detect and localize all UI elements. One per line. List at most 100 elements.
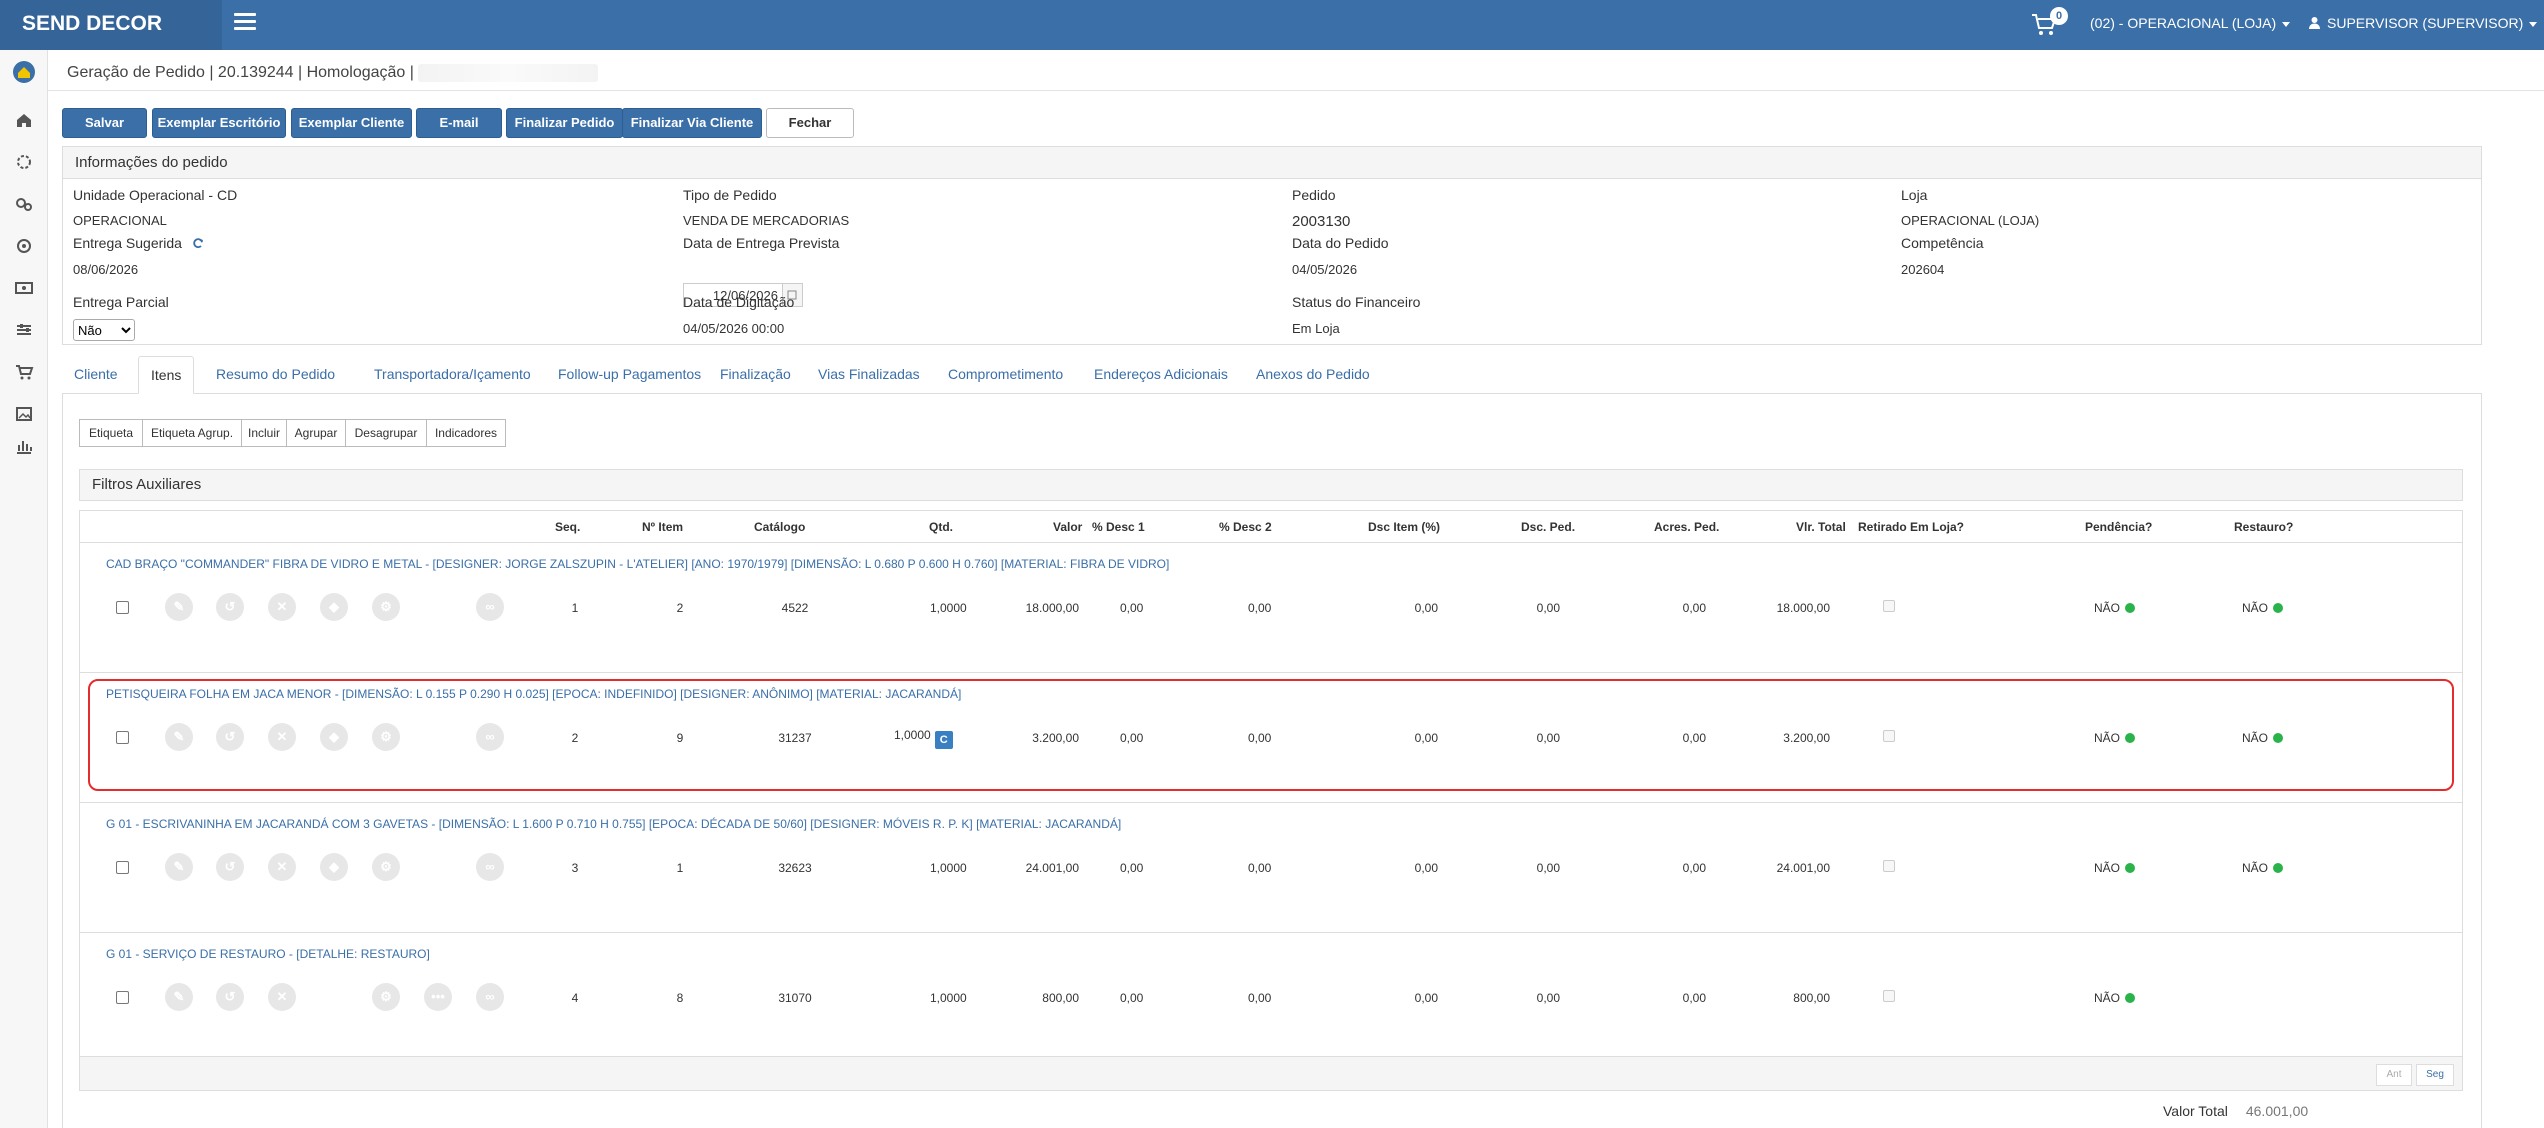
settings-icon[interactable]: ⚙ — [372, 983, 400, 1011]
remove-icon[interactable]: ✕ — [268, 723, 296, 751]
tab-comprometimento[interactable]: Comprometimento — [948, 366, 1064, 382]
exemplar-cliente-button[interactable]: Exemplar Cliente — [291, 108, 412, 138]
link-icon[interactable]: ∞ — [476, 983, 504, 1011]
link-icon[interactable]: ∞ — [476, 723, 504, 751]
entrega-prevista-input[interactable] — [683, 283, 783, 307]
money-icon[interactable] — [14, 278, 34, 298]
history-icon[interactable]: ↺ — [216, 853, 244, 881]
agrupar-button[interactable]: Agrupar — [286, 419, 346, 447]
finalizar-pedido-button[interactable]: Finalizar Pedido — [506, 108, 623, 138]
status-dot-icon — [2273, 863, 2284, 873]
settings-icon[interactable]: ⚙ — [372, 723, 400, 751]
table-row: PETISQUEIRA FOLHA EM JACA MENOR - [DIMEN… — [80, 673, 2462, 803]
row-checkbox[interactable] — [116, 731, 129, 744]
remove-icon[interactable]: ✕ — [268, 853, 296, 881]
qtd-text: 1,0000 — [894, 728, 931, 742]
col-pendencia[interactable]: Pendência? — [2085, 520, 2153, 534]
auxiliary-filters[interactable]: Filtros Auxiliares — [79, 469, 2463, 501]
c-badge[interactable]: C — [934, 731, 953, 749]
tag-icon[interactable]: ◆ — [320, 853, 348, 881]
retirado-checkbox[interactable] — [1883, 730, 1895, 742]
col-acres-ped[interactable]: Acres. Ped. — [1654, 520, 1720, 534]
remove-icon[interactable]: ✕ — [268, 983, 296, 1011]
store-selector[interactable]: (02) - OPERACIONAL (LOJA) — [2090, 15, 2291, 31]
etiqueta-agrup-button[interactable]: Etiqueta Agrup. — [142, 419, 242, 447]
calendar-icon[interactable] — [783, 283, 803, 307]
tab-itens[interactable]: Itens — [138, 356, 195, 394]
col-dsc-item[interactable]: Dsc Item (%) — [1368, 520, 1441, 534]
edit-icon[interactable]: ✎ — [165, 593, 193, 621]
incluir-button[interactable]: Incluir — [241, 419, 287, 447]
indicadores-button[interactable]: Indicadores — [426, 419, 506, 447]
retirado-checkbox[interactable] — [1883, 600, 1895, 612]
edit-icon[interactable]: ✎ — [165, 723, 193, 751]
tab-finalizacao[interactable]: Finalização — [720, 366, 791, 382]
user-menu[interactable]: SUPERVISOR (SUPERVISOR) — [2308, 15, 2538, 31]
settings-icon[interactable]: ⚙ — [372, 593, 400, 621]
col-catalogo[interactable]: Catálogo — [754, 520, 806, 534]
col-qtd[interactable]: Qtd. — [929, 520, 953, 534]
etiqueta-button[interactable]: Etiqueta — [79, 419, 143, 447]
col-vlr-total[interactable]: Vlr. Total — [1796, 520, 1846, 534]
prev-page-button[interactable]: Ant — [2376, 1064, 2412, 1086]
tab-enderecos[interactable]: Endereços Adicionais — [1094, 366, 1228, 382]
settings-icon[interactable]: ⚙ — [372, 853, 400, 881]
refresh-icon[interactable] — [192, 237, 204, 249]
next-page-button[interactable]: Seg — [2416, 1064, 2454, 1086]
col-item[interactable]: Nº Item — [642, 520, 684, 534]
sliders-icon[interactable] — [14, 320, 34, 340]
dsc-ped-cell: 0,00 — [1536, 861, 1560, 875]
tab-transportadora[interactable]: Transportadora/Içamento — [374, 366, 531, 382]
col-restauro[interactable]: Restauro? — [2234, 520, 2294, 534]
col-desc2[interactable]: % Desc 2 — [1219, 520, 1272, 534]
menu-toggle-icon[interactable] — [234, 13, 256, 31]
valor-total-label: Valor Total — [2163, 1103, 2228, 1119]
link-icon[interactable]: ∞ — [476, 593, 504, 621]
edit-icon[interactable]: ✎ — [165, 853, 193, 881]
fechar-button[interactable]: Fechar — [766, 108, 854, 138]
remove-icon[interactable]: ✕ — [268, 593, 296, 621]
logo-icon[interactable] — [12, 60, 36, 84]
more-icon[interactable]: ••• — [424, 983, 452, 1011]
row-checkbox[interactable] — [116, 601, 129, 614]
financeiro-label: Status do Financeiro — [1292, 294, 1421, 310]
tab-vias-finalizadas[interactable]: Vias Finalizadas — [818, 366, 920, 382]
history-icon[interactable]: ↺ — [216, 593, 244, 621]
edit-icon[interactable]: ✎ — [165, 983, 193, 1011]
email-button[interactable]: E-mail — [416, 108, 502, 138]
tag-icon[interactable]: ◆ — [320, 593, 348, 621]
tab-follow-up[interactable]: Follow-up Pagamentos — [558, 366, 702, 382]
row-checkbox[interactable] — [116, 991, 129, 1004]
col-valor[interactable]: Valor — [1053, 520, 1083, 534]
save-button[interactable]: Salvar — [62, 108, 147, 138]
col-seq[interactable]: Seq. — [555, 520, 581, 534]
exemplar-escritorio-button[interactable]: Exemplar Escritório — [152, 108, 286, 138]
home-icon[interactable] — [14, 110, 34, 130]
tab-cliente[interactable]: Cliente — [74, 366, 118, 382]
cart-icon[interactable] — [14, 362, 34, 382]
tab-anexos[interactable]: Anexos do Pedido — [1256, 366, 1370, 382]
link-icon[interactable]: ∞ — [476, 853, 504, 881]
entrega-parcial-select[interactable]: Não — [73, 319, 135, 341]
desagrupar-button[interactable]: Desagrupar — [345, 419, 427, 447]
seq-cell: 4 — [571, 991, 579, 1005]
image-icon[interactable] — [14, 404, 34, 424]
settings-icon[interactable] — [14, 194, 34, 214]
row-checkbox[interactable] — [116, 861, 129, 874]
seq-cell: 3 — [571, 861, 579, 875]
retirado-checkbox[interactable] — [1883, 860, 1895, 872]
col-desc1[interactable]: % Desc 1 — [1092, 520, 1145, 534]
target-icon[interactable] — [14, 236, 34, 256]
catalogo-cell: 31070 — [778, 991, 812, 1005]
tab-resumo[interactable]: Resumo do Pedido — [216, 366, 336, 382]
col-dsc-ped[interactable]: Dsc. Ped. — [1521, 520, 1576, 534]
tag-icon[interactable]: ◆ — [320, 723, 348, 751]
history-icon[interactable]: ↺ — [216, 723, 244, 751]
refresh-icon[interactable] — [14, 152, 34, 172]
chart-icon[interactable] — [14, 436, 34, 456]
col-retirado[interactable]: Retirado Em Loja? — [1858, 520, 1965, 534]
brand-logo[interactable]: SEND DECOR — [0, 0, 222, 50]
finalizar-via-cliente-button[interactable]: Finalizar Via Cliente — [622, 108, 762, 138]
retirado-checkbox[interactable] — [1883, 990, 1895, 1002]
history-icon[interactable]: ↺ — [216, 983, 244, 1011]
